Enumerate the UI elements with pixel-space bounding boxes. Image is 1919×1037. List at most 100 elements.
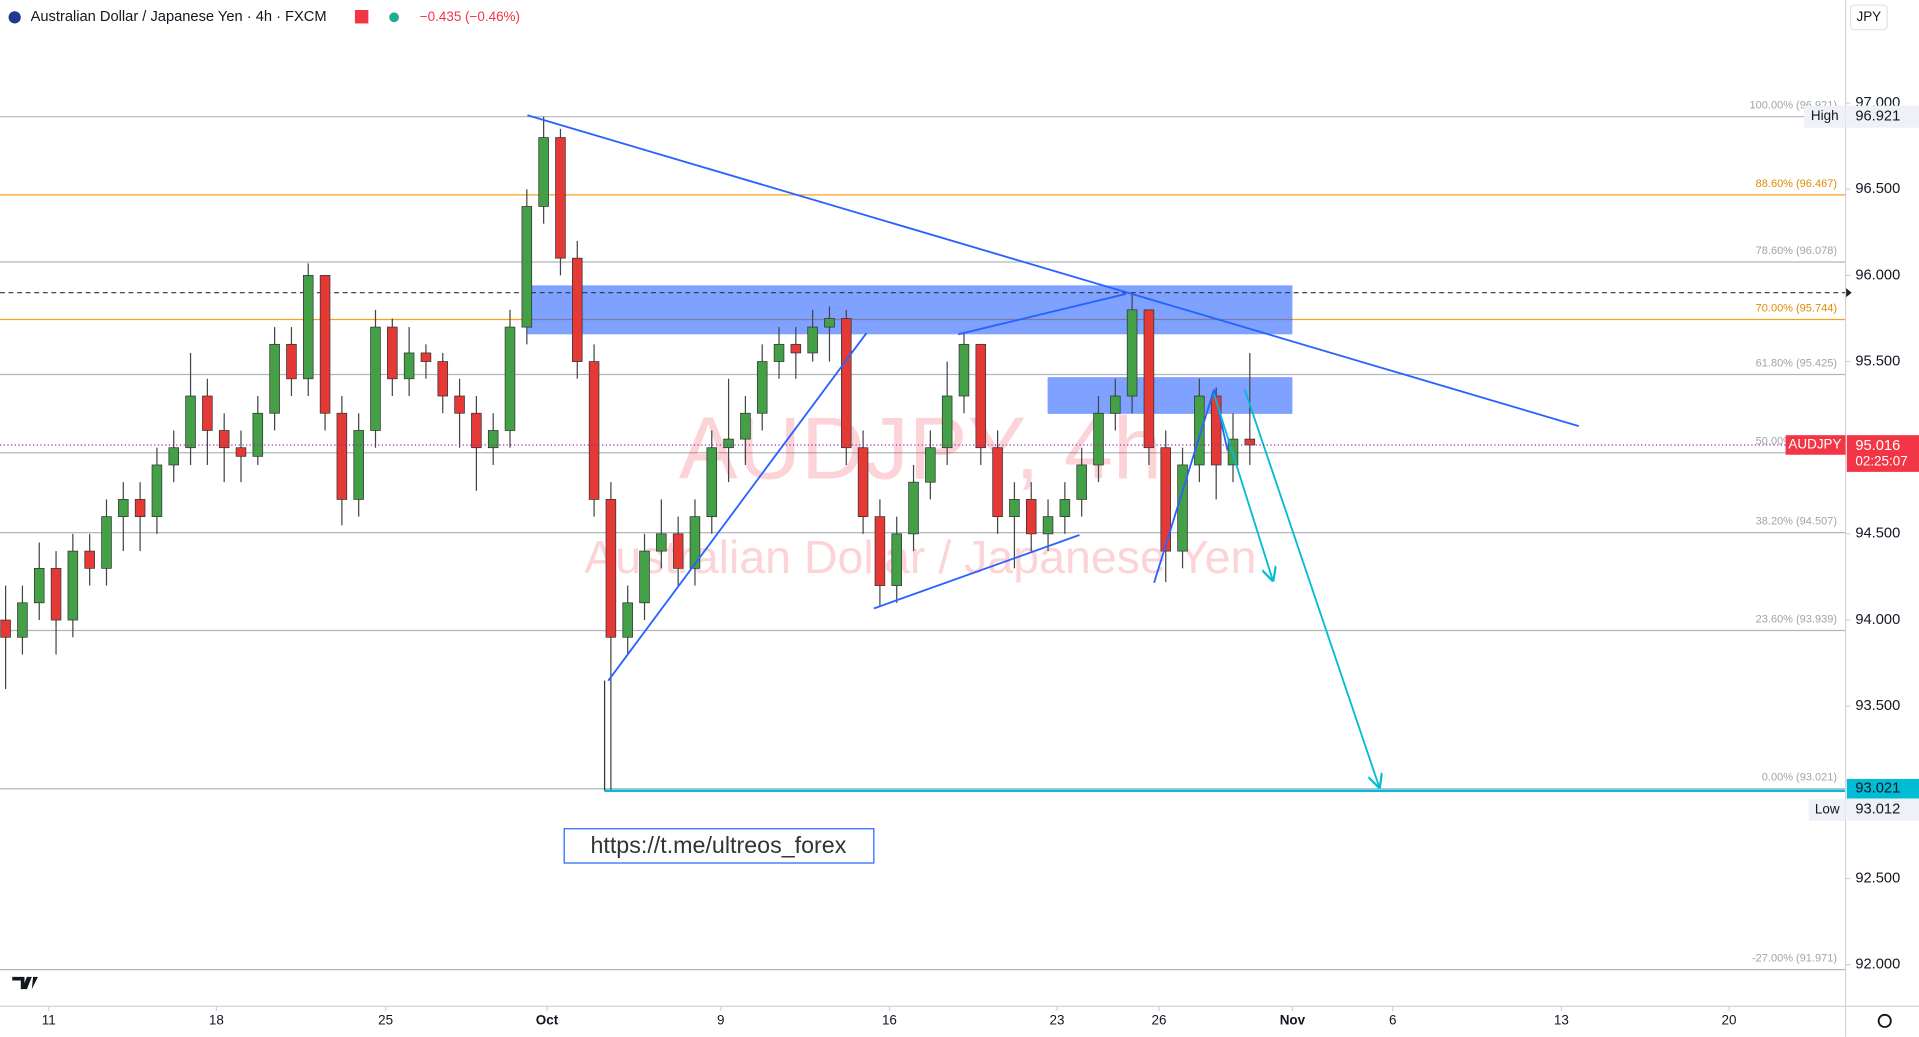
- fib-label: 78.60% (96.078): [1756, 245, 1837, 257]
- candles: [0, 116, 1256, 791]
- symbol-label: AUDJPY: [1788, 437, 1841, 452]
- candle-body: [689, 516, 701, 569]
- candle-body: [235, 447, 247, 457]
- fib-label: 0.00% (93.021): [1762, 772, 1837, 784]
- candle-body: [672, 533, 684, 569]
- candle-body: [101, 516, 112, 569]
- candle-body: [521, 206, 533, 328]
- x-tick-label: 23: [1050, 1012, 1065, 1027]
- candle-body: [1143, 309, 1155, 449]
- x-tick-label: 25: [378, 1012, 393, 1027]
- candle-body: [1025, 499, 1037, 535]
- candle-body: [1059, 499, 1071, 518]
- candle-body: [622, 602, 633, 638]
- link-box: [563, 828, 875, 864]
- fib-label: 23.60% (93.939): [1756, 613, 1837, 625]
- candle-body: [353, 430, 364, 500]
- candle-body: [958, 343, 970, 397]
- candle-body: [218, 430, 230, 449]
- candle-body: [437, 361, 449, 397]
- y-tick-label: 93.500: [1855, 698, 1900, 714]
- candle-body: [841, 318, 852, 449]
- candle-body: [908, 481, 919, 535]
- candle-body: [874, 516, 886, 586]
- candle-body: [723, 438, 734, 449]
- candle-body: [1110, 395, 1121, 414]
- trendline: [607, 332, 868, 682]
- candle-body: [975, 343, 987, 449]
- candle-body: [605, 499, 617, 638]
- candle-body: [134, 499, 146, 518]
- fib-label: 61.80% (95.425): [1756, 357, 1837, 369]
- status-icon[interactable]: [354, 9, 369, 24]
- candle-body: [1244, 438, 1256, 446]
- candle-body: [992, 447, 1003, 518]
- candle-body: [773, 343, 785, 362]
- candle-body: [67, 550, 79, 621]
- candle-body: [471, 412, 482, 449]
- symbol-badge: [1785, 435, 1846, 455]
- candle-body: [336, 412, 348, 500]
- candle-body: [151, 464, 163, 518]
- target-value: 93.021: [1855, 781, 1900, 797]
- x-tick-label: 6: [1389, 1012, 1396, 1027]
- candle-body: [487, 430, 499, 449]
- logo[interactable]: [12, 976, 38, 990]
- candle-body: [370, 326, 381, 431]
- low-tag: [1808, 798, 1846, 821]
- settings-icon[interactable]: [1877, 1013, 1892, 1028]
- candle-body: [824, 318, 835, 328]
- candle-body: [538, 137, 549, 207]
- low-label: Low: [1815, 801, 1840, 816]
- candle-body: [790, 343, 802, 354]
- x-tick-label: 18: [209, 1012, 224, 1027]
- candle-body: [891, 533, 902, 586]
- candle-body: [555, 137, 566, 259]
- candle-body: [420, 352, 432, 362]
- candle-body: [1042, 516, 1054, 535]
- trendline: [527, 114, 1580, 427]
- projection-arrow: [1213, 394, 1273, 580]
- x-tick-label: 11: [42, 1012, 56, 1027]
- candle-body: [403, 352, 415, 380]
- candle-body: [588, 361, 600, 500]
- candle-body: [118, 499, 129, 518]
- trendline: [958, 293, 1127, 336]
- candle-body: [168, 447, 180, 466]
- fib-label: 38.20% (94.507): [1756, 516, 1837, 528]
- x-tick-label: 16: [882, 1012, 897, 1027]
- currency-button[interactable]: [1849, 4, 1888, 31]
- y-tick-label: 92.000: [1855, 957, 1900, 973]
- chart-title: Australian Dollar / Japanese Yen · 4h · …: [31, 9, 327, 25]
- trendlines: [527, 114, 1580, 682]
- x-tick-label: 20: [1722, 1012, 1737, 1027]
- candle-body: [319, 275, 331, 414]
- candle-body: [17, 602, 28, 638]
- projection-arrow: [1243, 389, 1380, 787]
- candle-body: [202, 395, 213, 431]
- candle-body: [1093, 412, 1104, 466]
- y-tick-label: 94.000: [1855, 612, 1900, 628]
- candle-body: [1210, 395, 1222, 466]
- candle-body: [1160, 447, 1172, 552]
- candle-body: [252, 412, 264, 457]
- low-badge: [1846, 798, 1919, 821]
- candle-body: [807, 326, 818, 354]
- x-tick-label: 9: [717, 1012, 724, 1027]
- high-label: High: [1811, 108, 1839, 123]
- candle-body: [0, 619, 11, 638]
- candle-body: [1126, 309, 1138, 397]
- candle-body: [639, 550, 650, 604]
- y-tick-label: 92.500: [1855, 870, 1900, 886]
- candle-body: [50, 567, 62, 621]
- candle-body: [740, 412, 751, 440]
- candle-body: [656, 533, 667, 552]
- price-change: −0.435 (−0.46%): [420, 9, 520, 24]
- link-text[interactable]: https://t.me/ultreos_forex: [590, 832, 846, 858]
- y-tick-label: 96.000: [1855, 267, 1900, 283]
- countdown: 02:25:07: [1855, 454, 1907, 469]
- candle-body: [504, 326, 516, 431]
- fib-label: 70.00% (95.744): [1756, 302, 1837, 314]
